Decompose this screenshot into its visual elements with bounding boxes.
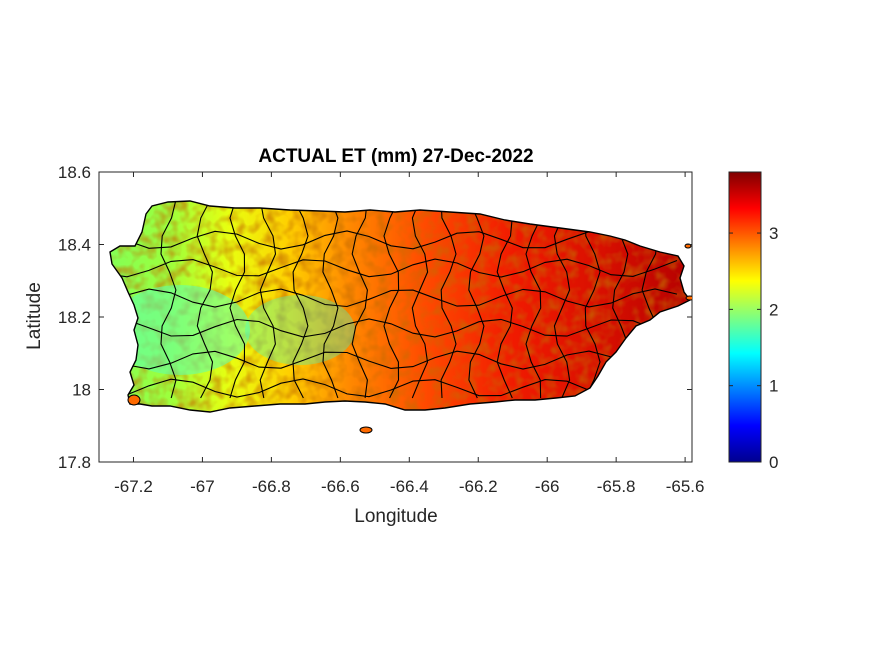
x-tick-label: -65.8 — [597, 477, 636, 496]
x-tick-label: -65.6 — [666, 477, 705, 496]
x-tick-label: -66.2 — [459, 477, 498, 496]
colorbar-tick-label: 1 — [769, 377, 778, 396]
x-tick-label: -66.6 — [321, 477, 360, 496]
municipal-line — [383, 201, 400, 399]
municipal-line — [351, 201, 368, 399]
x-tick-label: -66 — [535, 477, 560, 496]
islet — [359, 426, 373, 434]
municipal-line — [110, 258, 678, 278]
municipal-line — [259, 201, 277, 399]
islet — [685, 295, 692, 301]
municipal-line — [496, 201, 513, 399]
x-axis-label: Longitude — [354, 506, 437, 527]
colorbar — [728, 171, 762, 463]
y-tick-label: 18.6 — [58, 163, 91, 182]
y-tick-label: 18.4 — [58, 236, 91, 255]
colorbar-tick-label: 2 — [769, 300, 778, 319]
colorbar-ticks: 0 1 2 3 — [729, 224, 778, 472]
municipal-line — [196, 201, 214, 399]
x-axis-ticks: -67.2 -67 -66.8 -66.6 -66.4 -66.2 -66 -65.8 -65.… — [114, 172, 704, 496]
islet — [127, 394, 141, 406]
municipal-line — [110, 318, 678, 338]
colorbar-tick-label: 0 — [769, 453, 778, 472]
municipal-line — [110, 350, 678, 370]
y-axis-ticks: 17.8 18 18.2 18.4 18.6 — [58, 163, 692, 472]
x-tick-label: -66.8 — [252, 477, 291, 496]
municipal-line — [110, 378, 678, 398]
central-green-patch — [245, 295, 355, 365]
municipal-line — [553, 201, 571, 399]
y-tick-label: 18 — [72, 381, 91, 400]
municipal-line — [160, 201, 177, 399]
map-title: ACTUAL ET (mm) 27-Dec-2022 — [258, 146, 533, 167]
y-tick-label: 18.2 — [58, 308, 91, 327]
y-tick-label: 17.8 — [58, 453, 91, 472]
municipal-line — [229, 201, 246, 399]
municipal-line — [292, 201, 309, 399]
municipal-line — [110, 230, 678, 250]
small-islands — [127, 243, 692, 434]
municipal-line — [411, 201, 429, 399]
et-field — [109, 200, 692, 434]
x-tick-label: -67.2 — [114, 477, 153, 496]
municipal-line — [525, 201, 542, 399]
municipal-line — [440, 201, 457, 399]
y-axis-label: Latitude — [24, 282, 45, 350]
colorbar-tick-label: 3 — [769, 224, 778, 243]
x-tick-label: -67 — [190, 477, 215, 496]
municipal-line — [110, 288, 678, 308]
x-tick-label: -66.4 — [390, 477, 429, 496]
